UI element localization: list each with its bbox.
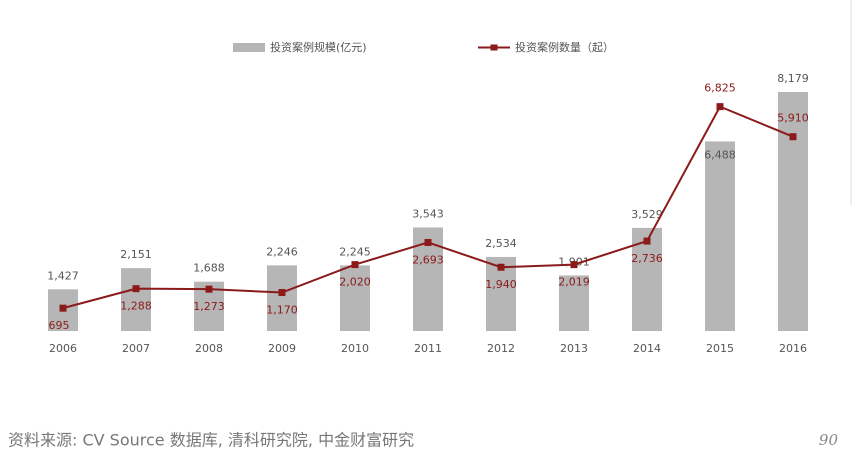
x-tick-label: 2012 — [487, 342, 515, 355]
bar — [121, 268, 151, 331]
x-tick-label: 2009 — [268, 342, 296, 355]
bar-value-label: 1,427 — [47, 269, 79, 282]
bar-value-label: 2,534 — [485, 237, 517, 250]
x-tick-label: 2011 — [414, 342, 442, 355]
bar-value-label: 3,529 — [631, 208, 663, 221]
bar — [267, 265, 297, 331]
legend-swatch — [233, 43, 265, 52]
bar — [705, 141, 735, 331]
line-value-label: 2,020 — [339, 276, 371, 289]
line-value-label: 1,273 — [193, 300, 225, 313]
line-value-label: 5,910 — [777, 112, 809, 125]
legend-label: 投资案例数量（起） — [515, 40, 614, 54]
line-marker — [59, 304, 67, 312]
line-marker — [570, 261, 578, 269]
line-marker — [643, 237, 651, 245]
line-value-label: 695 — [49, 319, 70, 332]
line-value-label: 2,019 — [558, 276, 590, 289]
x-tick-label: 2013 — [560, 342, 588, 355]
line-value-label: 1,288 — [120, 300, 152, 313]
bar-value-label: 2,246 — [266, 245, 298, 258]
bar — [778, 91, 808, 331]
page-number: 90 — [819, 431, 839, 449]
line-marker — [132, 285, 140, 293]
line-value-label: 1,940 — [485, 278, 517, 291]
bar-value-label: 2,245 — [339, 245, 371, 258]
x-tick-label: 2015 — [706, 342, 734, 355]
line-marker — [278, 289, 286, 297]
line-value-label: 6,825 — [704, 82, 736, 95]
bar-value-label: 8,179 — [777, 72, 809, 85]
x-tick-label: 2007 — [122, 342, 150, 355]
legend-label: 投资案例规模(亿元) — [270, 40, 367, 54]
source: 资料来源: CV Source 数据库, 清科研究院, 中金财富研究 — [8, 431, 414, 450]
x-tick-label: 2008 — [195, 342, 223, 355]
x-tick-label: 2014 — [633, 342, 661, 355]
x-tick-label: 2006 — [49, 342, 77, 355]
line-marker — [716, 103, 724, 111]
line-marker — [497, 263, 505, 271]
bar-value-label: 1,688 — [193, 262, 225, 275]
line-marker — [789, 133, 797, 141]
line-marker — [351, 261, 359, 269]
line-value-label: 1,170 — [266, 304, 298, 317]
bar — [340, 265, 370, 331]
bar-value-label: 6,488 — [704, 148, 736, 161]
line-value-label: 2,693 — [412, 253, 444, 266]
bar — [559, 275, 589, 331]
x-tick-label: 2016 — [779, 342, 807, 355]
line-marker — [424, 238, 432, 246]
legend-marker — [490, 44, 498, 51]
line-marker — [205, 285, 213, 293]
bar-value-label: 3,543 — [412, 207, 444, 220]
x-tick-label: 2010 — [341, 342, 369, 355]
line-value-label: 2,736 — [631, 252, 663, 265]
bar-value-label: 2,151 — [120, 248, 152, 261]
